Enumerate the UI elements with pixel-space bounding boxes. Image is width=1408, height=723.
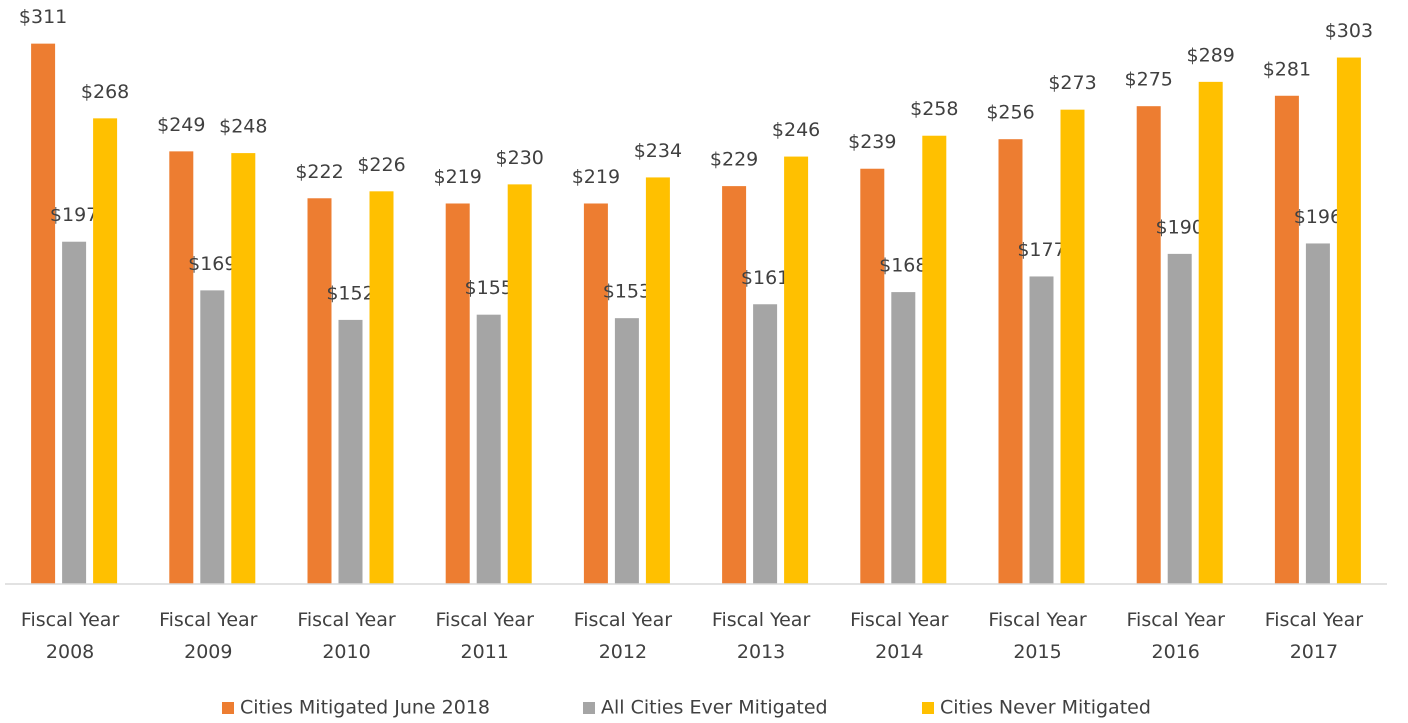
x-tick-label: Fiscal Year 2008 [21, 609, 120, 663]
bar [445, 203, 470, 585]
bar [169, 151, 194, 585]
bar [753, 304, 778, 584]
bar [922, 135, 947, 584]
data-label: $249 [157, 114, 205, 136]
bar [1336, 57, 1361, 585]
data-label: $281 [1263, 58, 1311, 80]
data-label: $234 [634, 140, 682, 162]
bar [645, 177, 670, 585]
data-label: $303 [1325, 20, 1373, 42]
data-label: $197 [50, 204, 98, 226]
x-tick-label: Fiscal Year 2013 [712, 609, 811, 663]
legend-label: All Cities Ever Mitigated [601, 697, 828, 719]
data-label: $239 [848, 131, 896, 153]
data-label: $153 [603, 281, 651, 303]
bar [307, 198, 332, 584]
bar [507, 184, 532, 584]
legend-swatch [222, 702, 234, 714]
bar [93, 118, 118, 584]
data-label: $311 [19, 6, 67, 28]
bar [1305, 243, 1330, 584]
data-label: $177 [1017, 239, 1065, 261]
bar [200, 290, 225, 584]
data-label: $226 [357, 154, 405, 176]
x-tick-label: Fiscal Year 2016 [1127, 609, 1226, 663]
bar [614, 318, 639, 584]
data-label: $161 [741, 267, 789, 289]
data-label: $196 [1294, 206, 1342, 228]
data-label: $168 [879, 255, 927, 277]
bar [62, 241, 87, 584]
x-tick-label: Fiscal Year 2009 [159, 609, 258, 663]
data-label: $169 [188, 253, 236, 275]
bar [891, 292, 916, 584]
data-label: $275 [1125, 69, 1173, 91]
legend-swatch [583, 702, 595, 714]
bar [1060, 109, 1085, 584]
data-label: $230 [496, 147, 544, 169]
data-label: $155 [465, 277, 513, 299]
x-tick-label: Fiscal Year 2012 [574, 609, 673, 663]
x-tick-label: Fiscal Year 2015 [988, 609, 1087, 663]
x-tick-label: Fiscal Year 2017 [1265, 609, 1364, 663]
data-label: $219 [572, 166, 620, 188]
x-tick-label: Fiscal Year 2011 [436, 609, 535, 663]
data-label: $229 [710, 149, 758, 171]
data-label: $289 [1187, 44, 1235, 66]
legend-label: Cities Never Mitigated [940, 697, 1151, 719]
data-label: $268 [81, 81, 129, 103]
data-label: $222 [295, 161, 343, 183]
data-label: $190 [1156, 216, 1204, 238]
data-label: $246 [772, 119, 820, 141]
bar [369, 191, 394, 584]
data-label: $256 [986, 102, 1034, 124]
bar [722, 186, 747, 585]
data-label: $258 [910, 98, 958, 120]
bar [784, 156, 809, 584]
data-label: $152 [326, 282, 374, 304]
data-label: $248 [219, 116, 267, 138]
bar [338, 319, 363, 584]
legend-swatch [922, 702, 934, 714]
bar [31, 43, 56, 584]
bar [1136, 106, 1161, 584]
bar [1029, 276, 1054, 584]
bar [1274, 95, 1299, 584]
bar [860, 168, 885, 585]
data-label: $219 [434, 166, 482, 188]
bar [1167, 253, 1192, 584]
bar [231, 153, 256, 584]
bar [476, 314, 501, 584]
bar [1198, 81, 1223, 585]
x-tick-label: Fiscal Year 2014 [850, 609, 949, 663]
x-tick-label: Fiscal Year 2010 [297, 609, 396, 663]
bar [998, 139, 1023, 584]
data-label: $273 [1048, 72, 1096, 94]
legend-label: Cities Mitigated June 2018 [240, 697, 490, 719]
bar [583, 203, 608, 585]
